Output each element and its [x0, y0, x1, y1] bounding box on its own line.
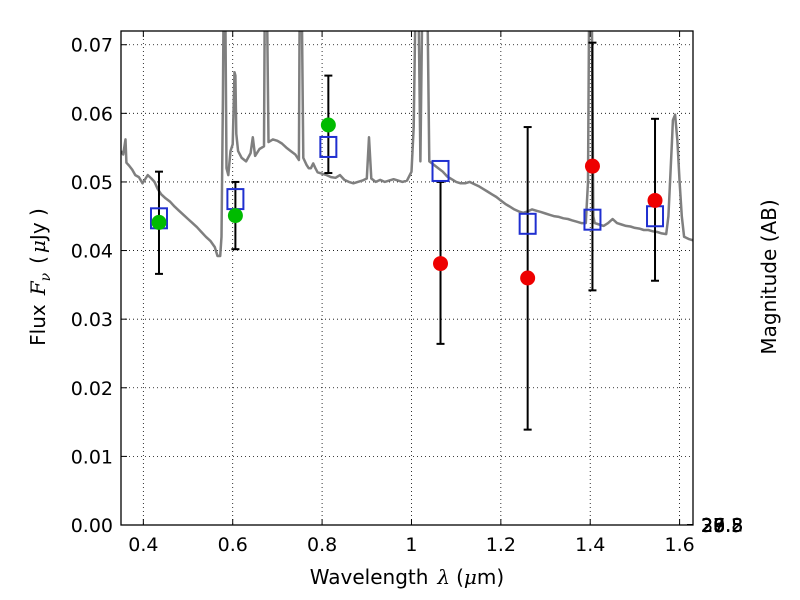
y-tick-label: 0.06 [71, 103, 113, 125]
y-tick-label: 0.07 [71, 35, 113, 57]
y2-tick-label: 27.2 [701, 515, 743, 537]
y-axis-ticks: 0.00 0.01 0.02 0.03 0.04 0.05 0.06 0.07 [71, 35, 127, 537]
x-tick-label: 0.8 [307, 534, 337, 556]
y-axis-label: FluxFν(μJy ) [26, 208, 54, 346]
y-tick-label: 0.04 [71, 241, 113, 263]
observed-point-red [433, 256, 449, 272]
x-tick-label: 0.4 [128, 534, 158, 556]
y2-tick-label: 29 [701, 515, 725, 537]
y2-tick-label: 28 [701, 515, 725, 537]
y-tick-label: 0.00 [71, 515, 113, 537]
x-tick-label: 0.6 [218, 534, 248, 556]
sed-curve-line [121, 31, 693, 258]
y2-tick-label: 27 [701, 515, 725, 537]
error-bars [154, 41, 660, 431]
y-tick-label: 0.03 [71, 309, 113, 331]
observed-point-red [520, 270, 536, 286]
right-axis-label: Magnitude (AB) [757, 199, 781, 354]
y-tick-label: 0.05 [71, 172, 113, 194]
y2-tick-label: 26.8 [701, 515, 743, 537]
grid [121, 31, 693, 525]
y2-tick-label: 30 [701, 515, 725, 537]
observed-point-green [151, 214, 167, 230]
x-tick-label: 1 [405, 534, 417, 556]
observed-point-red [584, 158, 600, 174]
observed-point-red [647, 192, 663, 208]
model-square-marker [431, 159, 450, 182]
model-square-marker [319, 135, 338, 158]
observed-point-green [227, 208, 243, 224]
observed-photometry-markers [151, 117, 663, 286]
x-tick-label: 1.2 [486, 534, 516, 556]
plot-frame [120, 30, 694, 526]
x-tick-label: 1.4 [575, 534, 605, 556]
x-axis-label: Wavelength λ (μm) [310, 565, 504, 589]
y-tick-label: 0.02 [71, 378, 113, 400]
y-tick-label: 0.01 [71, 446, 113, 468]
y2-tick-label: 28.5 [701, 515, 743, 537]
model-square-marker [518, 212, 537, 235]
sed-template-curve [121, 31, 693, 258]
y2-tick-label: 27.5 [701, 515, 743, 537]
observed-point-green [320, 117, 336, 133]
x-tick-label: 1.6 [664, 534, 694, 556]
x-axis-ticks: 0.4 0.6 0.8 1 1.2 1.4 1.6 [128, 31, 695, 556]
model-square-marker [583, 208, 602, 231]
